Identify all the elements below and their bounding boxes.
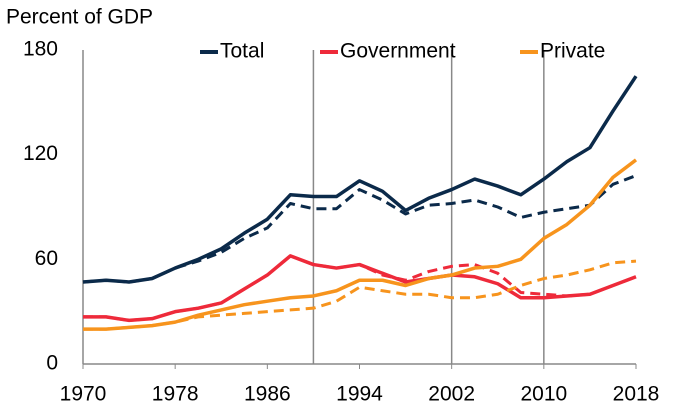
x-tick-label: 2010 (520, 383, 567, 406)
y-tick-label: 120 (23, 142, 58, 165)
x-tick-label: 2018 (613, 383, 660, 406)
x-tick-label: 1978 (152, 383, 199, 406)
line (82, 75, 638, 284)
legend-label: Private (540, 40, 605, 63)
x-tick-label: 1986 (244, 383, 291, 406)
y-tick-label: 180 (23, 38, 58, 61)
legend-label: Total (220, 40, 264, 63)
x-tick-label: 2002 (428, 383, 475, 406)
y-tick-label: 0 (46, 352, 58, 375)
x-tick-label: 1970 (60, 383, 107, 406)
legend-label: Government (340, 40, 456, 63)
x-tick-label: 1994 (336, 383, 383, 406)
dashed-line (83, 254, 637, 322)
line (83, 158, 638, 331)
y-axis-title: Percent of GDP (6, 6, 153, 29)
dashed-line (82, 174, 637, 284)
y-tick-label: 60 (35, 247, 58, 270)
dashed-line (83, 259, 637, 331)
